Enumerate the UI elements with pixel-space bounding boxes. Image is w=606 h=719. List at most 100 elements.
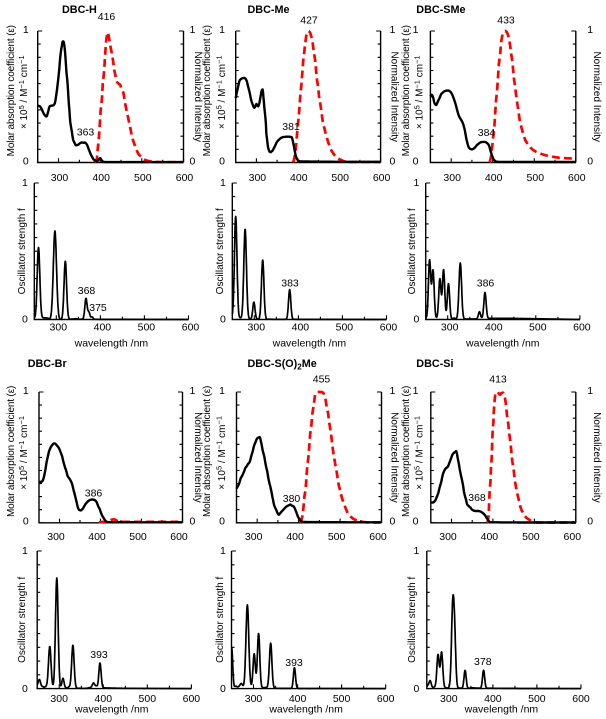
- svg-text:600: 600: [170, 531, 188, 543]
- svg-text:Normalized Intensity: Normalized Intensity: [591, 412, 602, 503]
- svg-text:DBC-Me: DBC-Me: [248, 4, 290, 16]
- svg-text:0: 0: [219, 155, 225, 167]
- svg-text:× 105 / M−1 cm−1: × 105 / M−1 cm−1: [412, 416, 425, 490]
- svg-text:300: 300: [245, 693, 263, 705]
- svg-text:0: 0: [219, 516, 225, 528]
- svg-text:1: 1: [413, 24, 419, 36]
- svg-text:400: 400: [88, 531, 106, 543]
- svg-text:600: 600: [568, 172, 586, 184]
- svg-text:300: 300: [440, 693, 458, 705]
- svg-text:wavelength /nm: wavelength /nm: [74, 338, 149, 350]
- svg-text:1: 1: [190, 385, 196, 397]
- svg-text:1: 1: [23, 385, 29, 397]
- svg-text:0: 0: [23, 155, 29, 167]
- svg-text:600: 600: [369, 531, 387, 543]
- svg-text:433: 433: [497, 15, 515, 27]
- svg-text:383: 383: [281, 278, 299, 290]
- svg-text:0: 0: [22, 314, 28, 326]
- svg-text:500: 500: [129, 531, 147, 543]
- svg-text:0: 0: [390, 155, 396, 167]
- svg-text:1: 1: [390, 385, 396, 397]
- svg-text:1: 1: [22, 545, 28, 557]
- svg-text:Molar absorption coefficient (: Molar absorption coefficient (ε): [401, 386, 412, 517]
- svg-text:DBC-S(O)2Me: DBC-S(O)2Me: [248, 358, 317, 372]
- svg-text:300: 300: [51, 172, 69, 184]
- svg-text:600: 600: [572, 693, 590, 705]
- svg-text:0: 0: [587, 155, 593, 167]
- svg-text:300: 300: [47, 531, 65, 543]
- svg-text:Molar absorption coefficient (: Molar absorption coefficient (ε): [6, 25, 17, 156]
- svg-text:Oscillator strength f: Oscillator strength f: [407, 577, 418, 663]
- svg-text:0: 0: [23, 516, 29, 528]
- svg-text:368: 368: [78, 285, 96, 297]
- svg-text:363: 363: [77, 127, 95, 139]
- svg-text:1: 1: [390, 24, 396, 36]
- svg-text:wavelength /nm: wavelength /nm: [464, 704, 539, 716]
- svg-text:500: 500: [134, 172, 152, 184]
- svg-text:500: 500: [331, 172, 349, 184]
- svg-text:300: 300: [245, 531, 263, 543]
- svg-text:600: 600: [373, 172, 391, 184]
- svg-text:1: 1: [22, 177, 28, 189]
- svg-text:× 105 / M−1 cm−1: × 105 / M−1 cm−1: [17, 55, 30, 129]
- svg-text:300: 300: [248, 322, 266, 334]
- svg-text:400: 400: [292, 322, 310, 334]
- svg-text:400: 400: [94, 322, 112, 334]
- svg-text:500: 500: [139, 693, 157, 705]
- svg-text:500: 500: [336, 322, 354, 334]
- svg-text:wavelength /nm: wavelength /nm: [268, 704, 343, 716]
- svg-text:368: 368: [468, 492, 486, 504]
- svg-text:0: 0: [413, 314, 419, 326]
- svg-text:300: 300: [50, 322, 68, 334]
- svg-text:380: 380: [283, 493, 301, 505]
- svg-text:0: 0: [22, 683, 28, 695]
- svg-text:Molar absorption coefficient (: Molar absorption coefficient (ε): [202, 25, 213, 156]
- svg-text:Oscillator strength f: Oscillator strength f: [17, 208, 28, 294]
- svg-text:400: 400: [92, 172, 110, 184]
- svg-text:1: 1: [219, 24, 225, 36]
- svg-text:1: 1: [190, 24, 196, 36]
- svg-text:Molar absorption coefficient (: Molar absorption coefficient (ε): [401, 25, 412, 156]
- svg-text:× 105 / M−1 cm−1: × 105 / M−1 cm−1: [215, 55, 228, 129]
- svg-text:300: 300: [439, 531, 457, 543]
- svg-text:384: 384: [478, 127, 496, 139]
- svg-text:0: 0: [413, 155, 419, 167]
- svg-text:Normalized Intensity: Normalized Intensity: [591, 51, 602, 142]
- svg-text:381: 381: [282, 121, 300, 133]
- svg-text:600: 600: [573, 322, 591, 334]
- svg-text:500: 500: [527, 172, 545, 184]
- svg-text:wavelength /nm: wavelength /nm: [272, 338, 347, 350]
- svg-text:1: 1: [23, 24, 29, 36]
- svg-text:500: 500: [522, 531, 540, 543]
- svg-text:393: 393: [285, 657, 303, 669]
- svg-text:1: 1: [219, 385, 225, 397]
- svg-text:400: 400: [481, 531, 499, 543]
- svg-text:400: 400: [485, 322, 503, 334]
- svg-text:300: 300: [249, 172, 267, 184]
- svg-text:Molar absorption coefficient (: Molar absorption coefficient (ε): [6, 386, 17, 517]
- svg-text:1: 1: [587, 24, 593, 36]
- svg-text:400: 400: [485, 172, 503, 184]
- svg-text:DBC-H: DBC-H: [62, 4, 97, 16]
- svg-text:Normalized Intensity: Normalized Intensity: [192, 412, 203, 503]
- svg-text:0: 0: [413, 683, 419, 695]
- svg-text:Oscillator strength f: Oscillator strength f: [407, 208, 418, 294]
- svg-text:500: 500: [333, 693, 351, 705]
- svg-text:400: 400: [290, 172, 308, 184]
- svg-text:378: 378: [474, 656, 492, 668]
- svg-text:× 105 / M−1 cm−1: × 105 / M−1 cm−1: [412, 55, 425, 129]
- svg-text:Molar absorption coefficient (: Molar absorption coefficient (ε): [202, 386, 213, 517]
- svg-text:Normalized Intensity: Normalized Intensity: [192, 51, 203, 142]
- svg-text:Normalized Intensity: Normalized Intensity: [388, 412, 399, 503]
- svg-text:0: 0: [220, 683, 226, 695]
- svg-text:Normalized Intensity: Normalized Intensity: [388, 51, 399, 142]
- svg-text:500: 500: [529, 322, 547, 334]
- svg-text:393: 393: [90, 649, 108, 661]
- svg-text:0: 0: [390, 516, 396, 528]
- svg-text:wavelength /nm: wavelength /nm: [74, 704, 149, 716]
- svg-text:375: 375: [89, 302, 107, 314]
- svg-text:413: 413: [489, 374, 507, 386]
- svg-text:600: 600: [182, 322, 200, 334]
- svg-text:1: 1: [220, 545, 226, 557]
- svg-text:0: 0: [587, 516, 593, 528]
